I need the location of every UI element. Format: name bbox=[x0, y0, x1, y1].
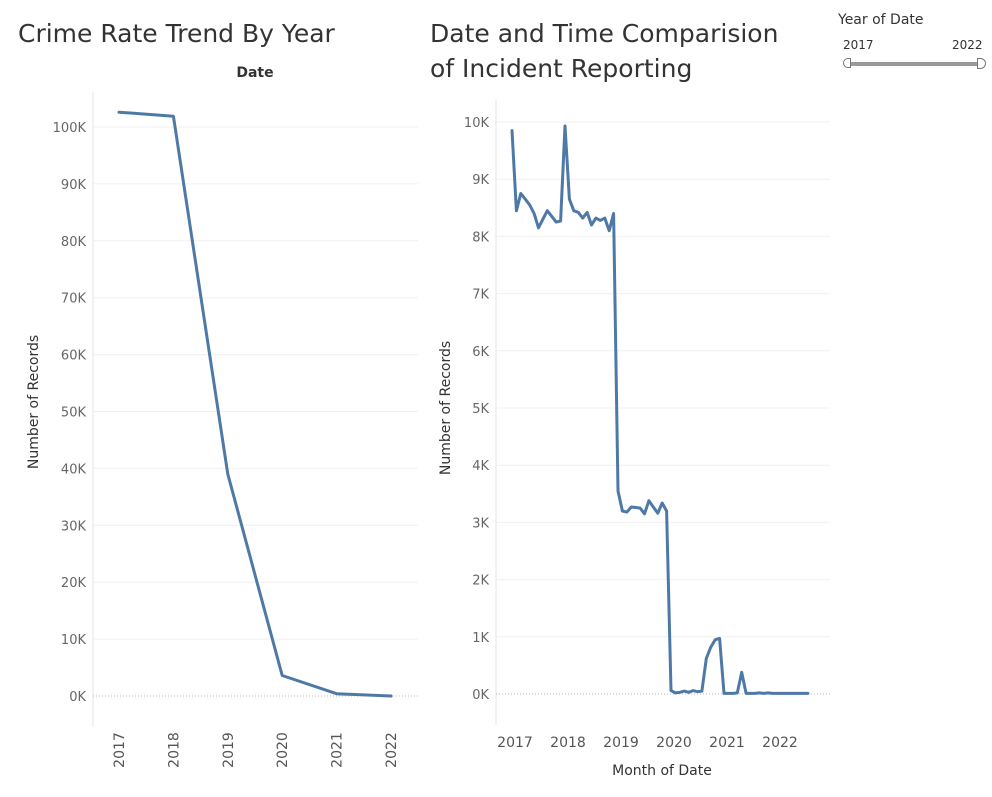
chart2-y-tick-label: 8K bbox=[472, 230, 489, 245]
chart1-y-tick-label: 40K bbox=[61, 462, 87, 477]
chart2-y-tick-label: 6K bbox=[472, 345, 489, 360]
chart2-y-tick-label: 4K bbox=[472, 459, 489, 474]
chart2-title-line2: of Incident Reporting bbox=[430, 54, 693, 83]
chart1-y-tick-label: 70K bbox=[61, 292, 87, 307]
chart2-title-line1: Date and Time Comparision bbox=[430, 19, 779, 48]
chart1-y-tick-label: 80K bbox=[61, 235, 87, 250]
chart1-x-tick-label: 2018 bbox=[166, 732, 182, 768]
chart2-x-tick-label: 2021 bbox=[709, 735, 745, 751]
chart2-x-tick-label: 2019 bbox=[603, 735, 639, 751]
chart1-x-tick-label: 2019 bbox=[221, 732, 237, 768]
filter-max-label: 2022 bbox=[952, 38, 983, 52]
chart1-x-tick-label: 2017 bbox=[112, 732, 128, 768]
chart1-y-tick-label: 20K bbox=[61, 576, 87, 591]
chart2-y-tick-label: 9K bbox=[472, 173, 489, 188]
chart1-y-tick-label: 30K bbox=[61, 519, 87, 534]
chart2-y-tick-label: 10K bbox=[464, 116, 490, 131]
chart2-x-tick-label: 2020 bbox=[656, 735, 692, 751]
chart2-x-tick-label: 2018 bbox=[550, 735, 586, 751]
chart2-y-tick-label: 2K bbox=[472, 574, 489, 589]
range-slider-track[interactable] bbox=[847, 62, 981, 66]
chart2-y-tick-label: 5K bbox=[472, 402, 489, 417]
chart2-series-line bbox=[510, 124, 810, 695]
chart1-y-tick-label: 50K bbox=[61, 406, 87, 421]
chart2-x-tick-label: 2022 bbox=[762, 735, 798, 751]
chart2-x-tick-label: 2017 bbox=[497, 735, 533, 751]
chart1-column-header: Date bbox=[236, 65, 273, 81]
range-slider-min-handle[interactable] bbox=[843, 58, 851, 68]
chart1-y-tick-label: 90K bbox=[61, 178, 87, 193]
chart1-y-axis-title: Number of Records bbox=[26, 335, 42, 469]
chart1-y-tick-label: 60K bbox=[61, 349, 87, 364]
chart1-title: Crime Rate Trend By Year bbox=[18, 19, 335, 48]
chart1-x-tick-label: 2022 bbox=[384, 732, 400, 768]
year-of-date-filter: Year of Date 2017 2022 bbox=[838, 12, 988, 82]
filter-min-label: 2017 bbox=[843, 38, 874, 52]
chart2-y-tick-label: 3K bbox=[472, 516, 489, 531]
range-slider-max-handle[interactable] bbox=[977, 58, 986, 69]
chart2-y-axis-title: Number of Records bbox=[438, 341, 454, 475]
chart1-y-tick-label: 10K bbox=[61, 633, 87, 648]
chart2-title: Date and Time Comparision of Incident Re… bbox=[430, 16, 778, 86]
chart1-x-tick-label: 2021 bbox=[330, 732, 346, 768]
chart1-x-tick-label: 2020 bbox=[275, 732, 291, 768]
chart1-y-tick-label: 0K bbox=[69, 690, 86, 705]
chart2-y-tick-label: 1K bbox=[472, 631, 489, 646]
chart1-y-tick-label: 100K bbox=[53, 121, 87, 136]
chart2-y-tick-label: 0K bbox=[472, 688, 489, 703]
filter-title: Year of Date bbox=[838, 12, 924, 28]
chart1-series-line bbox=[117, 110, 393, 698]
chart2-y-tick-label: 7K bbox=[472, 288, 489, 303]
chart2-x-axis-title: Month of Date bbox=[612, 763, 712, 779]
